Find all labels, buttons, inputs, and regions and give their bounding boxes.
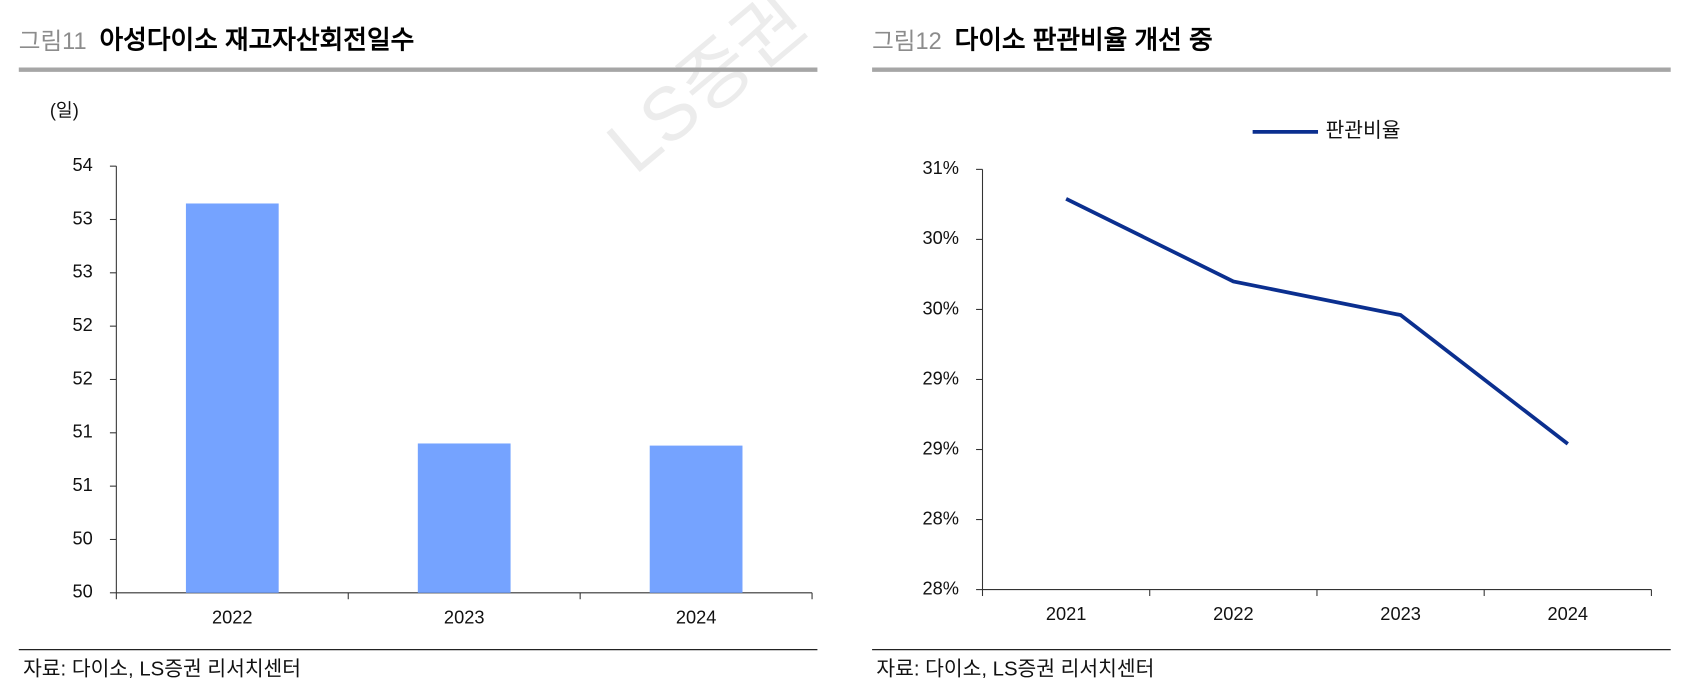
y-tick-label: 31% [922,158,958,178]
bar [417,443,511,593]
y-tick-label: 28% [922,578,958,598]
legend-label: 판관비율 [1326,119,1401,142]
x-tick-label: 2022 [212,607,253,627]
y-tick-label: 54 [72,155,92,175]
y-tick-label: 28% [922,508,958,528]
y-tick-label: 51 [72,422,92,442]
watermark: LS증권 [591,0,821,188]
x-tick-label: 2024 [1548,604,1589,624]
chart-title: 아성다이소 재고자산회전일수 [100,26,415,55]
source-note: 자료: 다이소, LS증권 리서치센터 [23,657,301,680]
figure-label: 그림12 [872,28,942,54]
figure-label: 그림11 [19,28,87,54]
line-series [1065,197,1569,446]
x-tick-label: 2022 [1213,604,1254,624]
y-tick-label: 53 [72,208,92,228]
y-tick-label: 30% [922,298,958,318]
bar [185,203,279,593]
y-tick-label: 52 [72,315,92,335]
y-tick-label: 30% [922,228,958,248]
x-tick-label: 2023 [444,607,485,627]
y-tick-label: 29% [922,368,958,388]
y-tick-label: 53 [72,262,92,282]
y-tick-label: 29% [922,438,958,458]
y-axis-label: (일) [50,100,79,120]
y-tick-label: 50 [72,582,92,602]
y-tick-label: 52 [72,368,92,388]
source-note: 자료: 다이소, LS증권 리서치센터 [876,657,1154,680]
chart-title: 다이소 판관비율 개선 중 [955,26,1213,55]
x-tick-label: 2023 [1380,604,1421,624]
y-tick-label: 51 [72,475,92,495]
x-tick-label: 2024 [676,607,717,627]
x-tick-label: 2021 [1046,604,1087,624]
bar [649,445,743,593]
y-tick-label: 50 [72,528,92,548]
